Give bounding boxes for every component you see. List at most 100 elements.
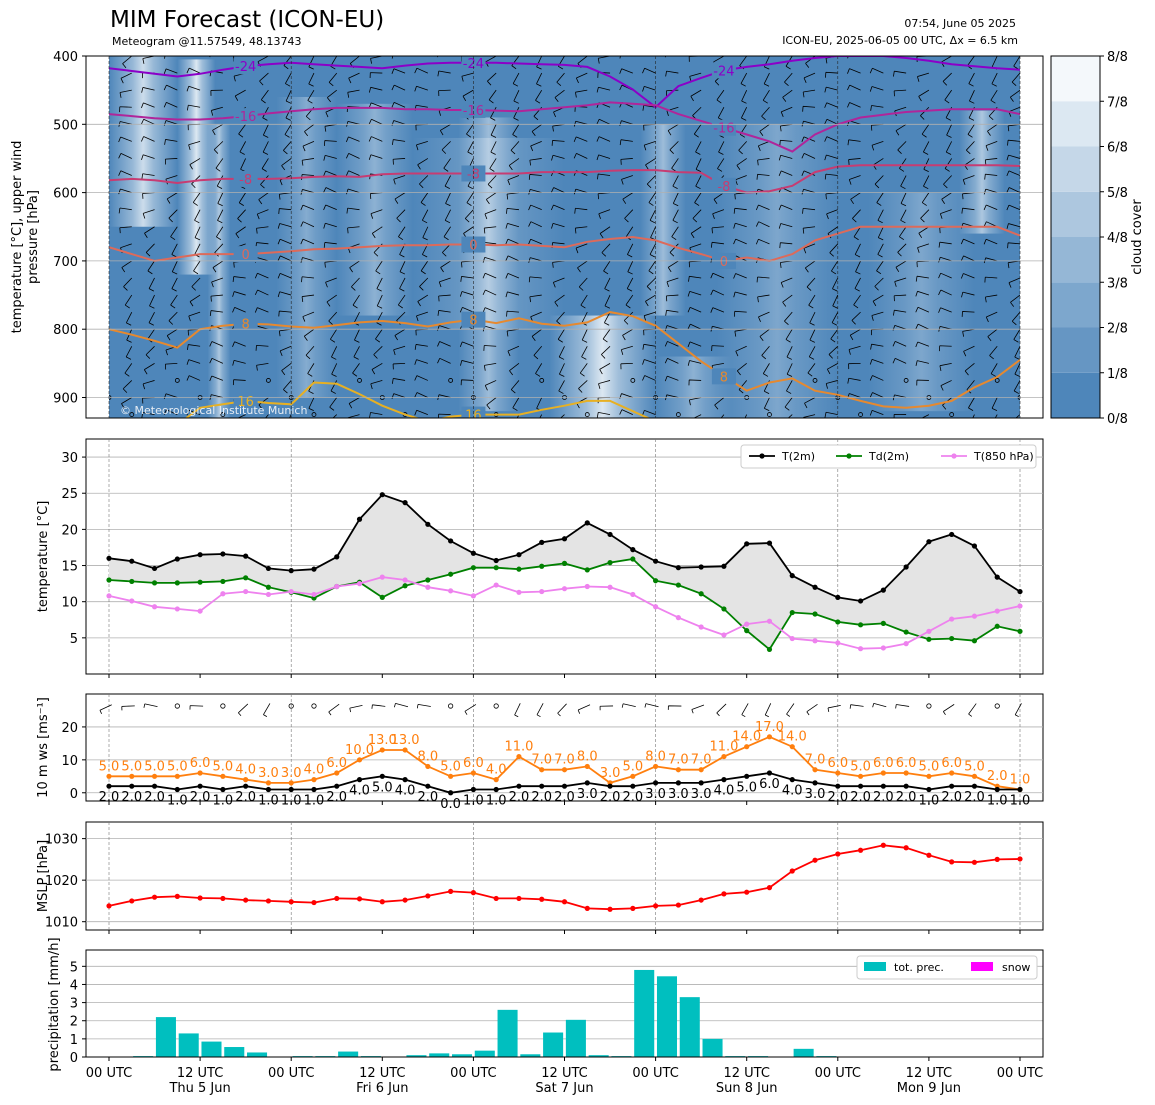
wind-barb (1013, 329, 1020, 343)
wind-mean-point (334, 783, 340, 789)
wind-barb (109, 175, 110, 176)
wind-barb (122, 380, 133, 393)
wind-barb (209, 375, 224, 382)
wind-max-point (630, 773, 636, 779)
calm-circle (493, 703, 499, 709)
wind-max-point (311, 777, 317, 783)
wind-barb (847, 68, 861, 74)
temp-series-point (129, 578, 135, 585)
temp-series-point (630, 591, 636, 598)
calm-circle (220, 703, 226, 709)
wind-barb (109, 295, 110, 296)
wind-mean-label: 2.0 (326, 790, 347, 805)
wind-barb (573, 136, 588, 143)
wind-barb (876, 260, 884, 275)
wind-barb (893, 89, 907, 97)
wind-barb (346, 207, 360, 214)
wind-mean-label: 2.0 (418, 790, 439, 805)
wind-barb (550, 204, 565, 211)
wind-barb (598, 380, 611, 389)
wind-barb (649, 209, 656, 224)
wind-barb (664, 325, 679, 331)
wind-barb (831, 311, 839, 326)
wind-barb (848, 362, 861, 370)
wind-barb (558, 380, 565, 394)
wind-barb (648, 192, 656, 206)
mslp-point (812, 857, 818, 863)
wind-barb (508, 158, 520, 171)
mslp-point (220, 895, 226, 902)
wind-barb (120, 72, 132, 84)
isotherm-label-bg (711, 62, 736, 79)
wind-barb (163, 393, 178, 399)
wind-max-point (857, 773, 864, 779)
wind-barb (601, 243, 611, 257)
wind-barb (831, 260, 839, 275)
wind-barb (163, 84, 178, 91)
wind-barb (672, 192, 679, 207)
wind-barb (695, 158, 702, 172)
wind-barb (573, 188, 588, 195)
wind-max-point (539, 767, 545, 773)
wind-barb (917, 243, 930, 253)
temp-series-point (675, 615, 681, 621)
wind-barb (467, 141, 474, 155)
wind-barb (869, 375, 884, 381)
temp-series-point (539, 588, 545, 595)
wind-max-label: 5.0 (99, 759, 120, 774)
wind-barb (109, 243, 110, 244)
wind-barb (620, 362, 633, 370)
wind-barb (619, 68, 633, 74)
wind-barb (809, 311, 816, 326)
wind-barb (255, 344, 269, 351)
wind-barb (848, 345, 861, 355)
wind-barb (375, 260, 383, 275)
wind-barb (691, 704, 705, 714)
temp-series-point (721, 563, 727, 569)
temp-series-point (174, 580, 180, 586)
wind-barb (871, 140, 884, 151)
isotherm-label: -24 (713, 64, 734, 79)
wind-barb (528, 276, 542, 283)
wind-barb (780, 106, 793, 117)
mslp-point (880, 842, 886, 848)
wind-barb (577, 704, 591, 714)
wind-barb (915, 323, 930, 330)
wind-max-label: 4.0 (304, 763, 325, 778)
wind-max-label: 4.0 (486, 763, 507, 778)
wind-mean-point (265, 786, 272, 793)
wind-barb (824, 173, 838, 180)
wind-barb (877, 243, 884, 258)
wind-barb (262, 124, 269, 138)
wind-barb (787, 414, 793, 418)
wind-barb (1010, 294, 1020, 307)
wind-barb (143, 703, 158, 708)
wind-barb (827, 705, 841, 712)
wind-barb (368, 154, 383, 161)
temp-series-point (721, 606, 727, 612)
wind-barb (323, 204, 337, 211)
wind-barb (533, 346, 543, 360)
temp-series-point (311, 595, 317, 601)
wind-barb (578, 277, 588, 291)
temp-series-point (835, 619, 841, 625)
wind-barb (733, 207, 747, 214)
wind-barb (665, 70, 679, 77)
wind-mean-point (539, 783, 545, 789)
wind-barb (669, 141, 679, 154)
wind-max-point (402, 747, 408, 753)
temp-series-point (653, 578, 659, 584)
wind-barb (285, 107, 292, 121)
wind-mean-point (971, 783, 978, 789)
wind-barb (984, 276, 998, 283)
colorbar-level (1051, 101, 1100, 147)
wind-mean-label: 1.0 (281, 793, 302, 808)
wind-barb (972, 414, 975, 418)
wind-barb (871, 311, 884, 321)
wind-barb (536, 703, 544, 718)
wind-barb (210, 106, 223, 116)
wind-barb (915, 275, 929, 282)
wind-mean-point (880, 783, 886, 789)
wind-barb (876, 192, 884, 206)
legend-label: snow (1002, 961, 1030, 974)
